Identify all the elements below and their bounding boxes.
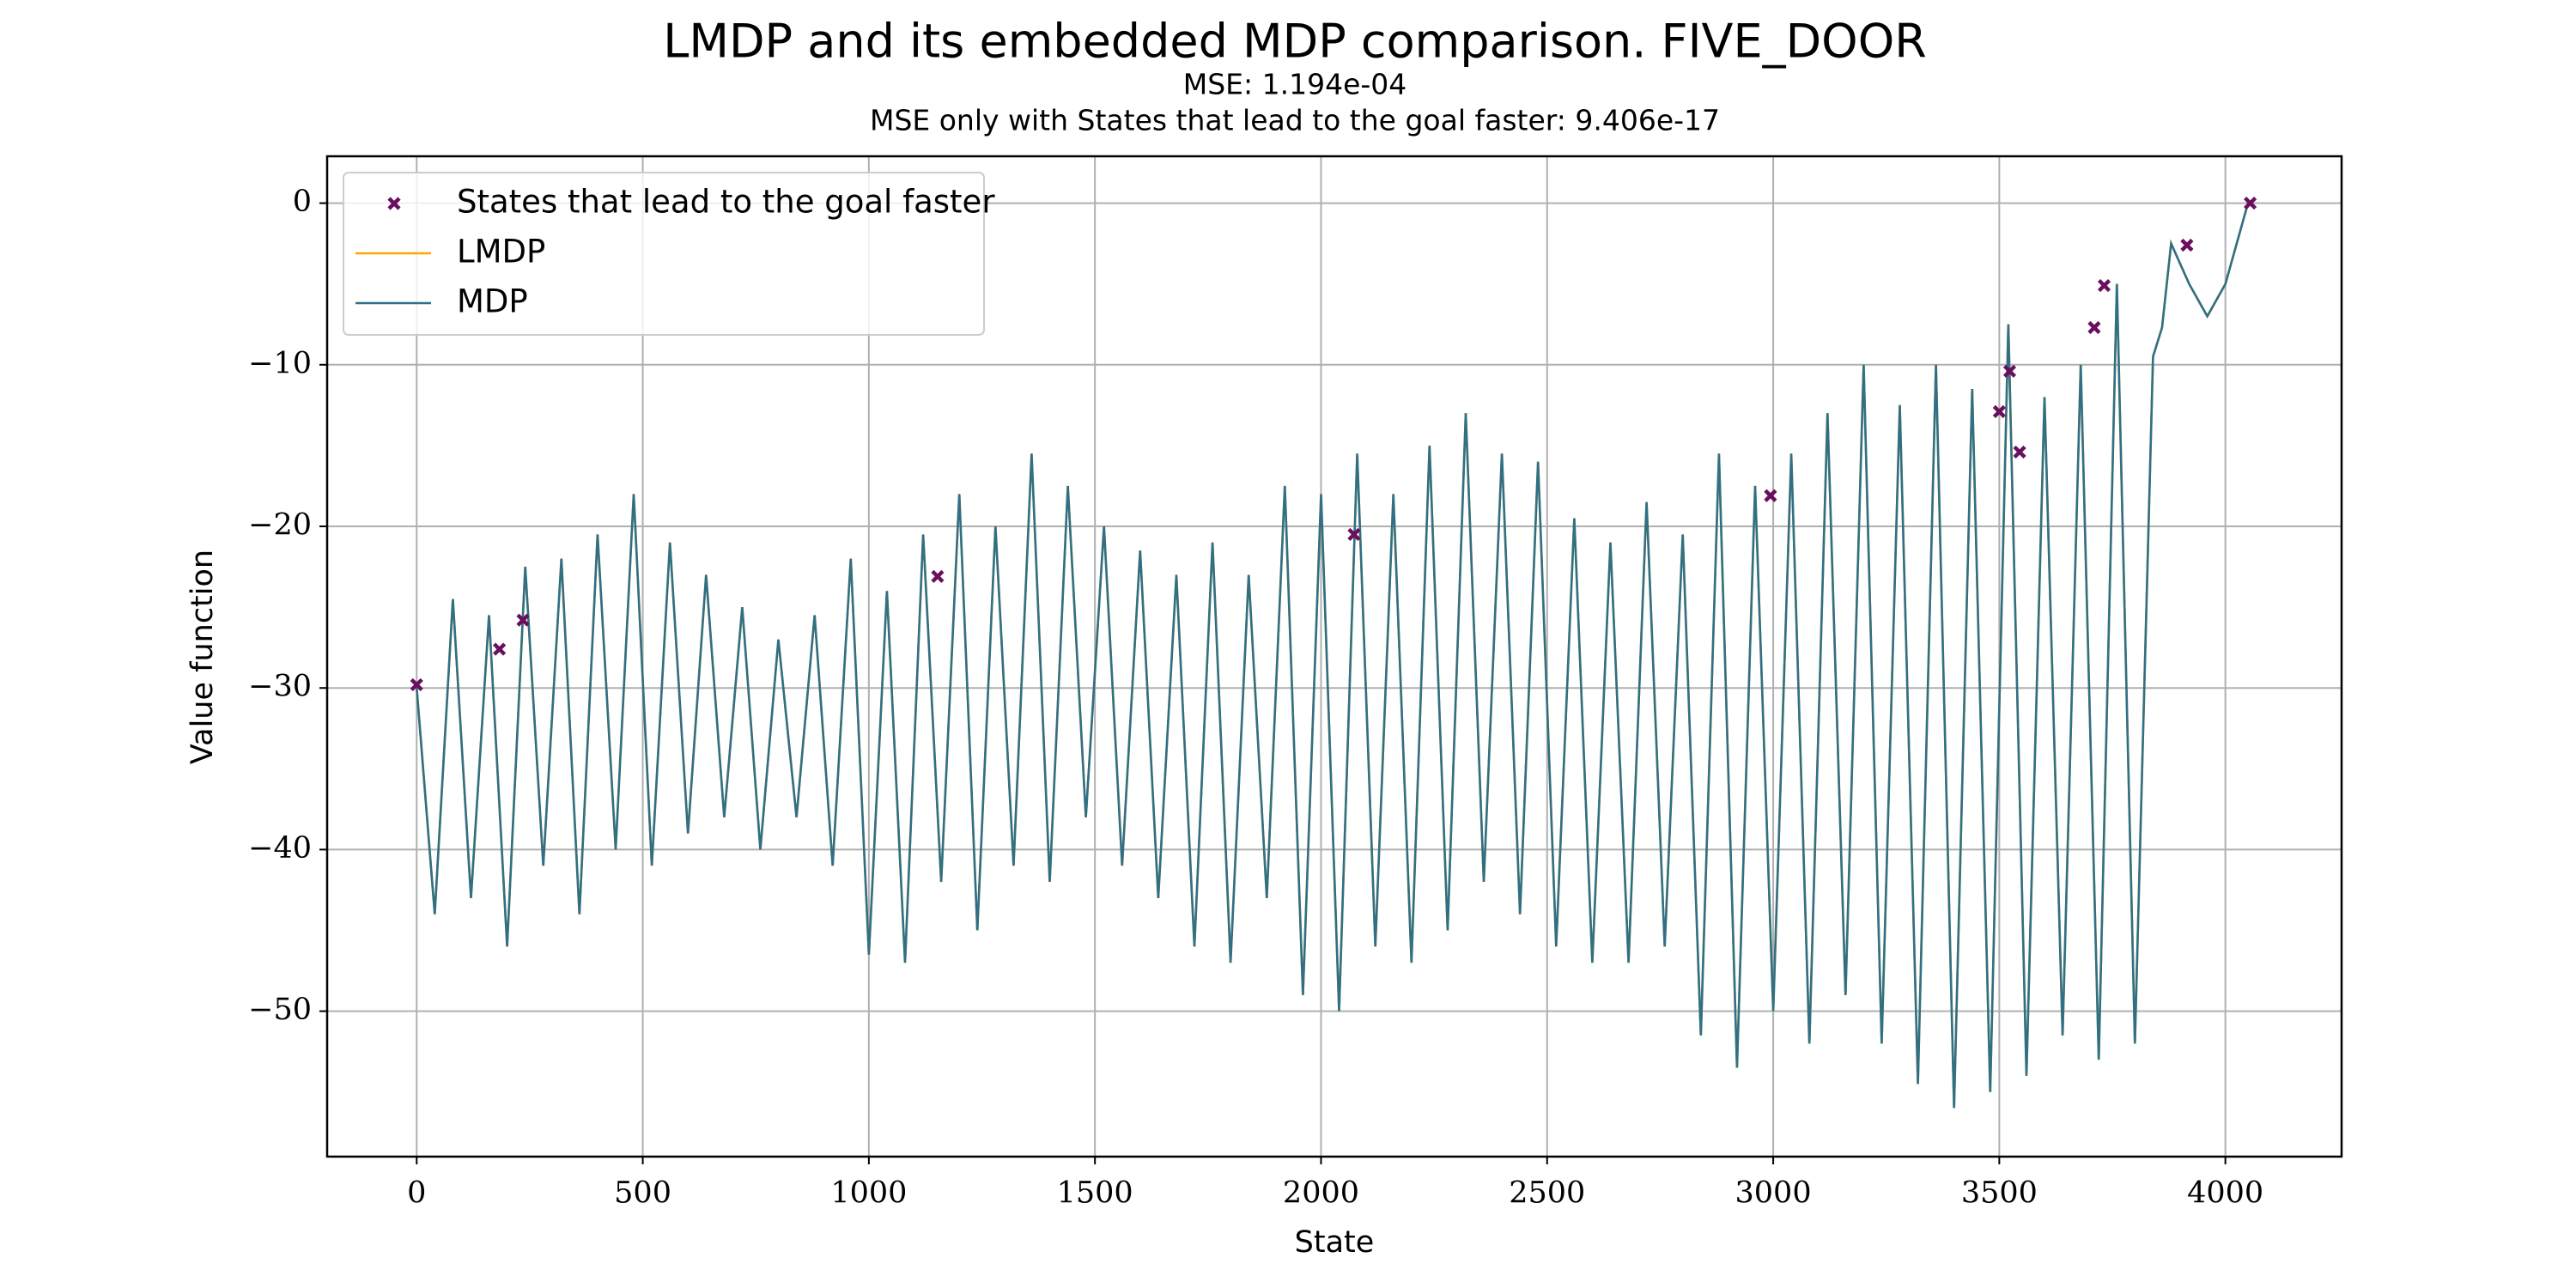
- x-axis-label: State: [1295, 1225, 1375, 1260]
- x-tick-label: 1500: [1057, 1176, 1133, 1211]
- marker: [1992, 404, 2006, 418]
- y-axis-label: Value function: [185, 550, 220, 764]
- marker: [1347, 527, 1361, 541]
- legend-box: [343, 172, 985, 336]
- plot-frame: [325, 155, 2343, 1158]
- x-tick-label: 1000: [830, 1176, 907, 1211]
- marker: [2097, 278, 2111, 293]
- legend-label: MDP: [457, 283, 528, 320]
- y-tick-label: 0: [293, 185, 312, 219]
- marker: [931, 569, 945, 583]
- marker: [493, 642, 507, 656]
- marker: [2180, 238, 2194, 252]
- y-tick-label: −50: [248, 993, 312, 1027]
- x-tick-label: 500: [614, 1176, 671, 1211]
- legend-marker: [387, 197, 401, 210]
- marker: [2002, 364, 2017, 378]
- x-tick-label: 4000: [2187, 1176, 2263, 1211]
- marker: [1764, 489, 1777, 502]
- marker: [2013, 445, 2026, 459]
- marker: [2087, 320, 2101, 335]
- marker: [2244, 196, 2257, 210]
- y-tick-label: −20: [248, 507, 312, 542]
- chart-subtitle: MSE only with States that lead to the go…: [870, 104, 1720, 137]
- y-tick-label: −10: [248, 346, 312, 380]
- y-tick-label: −30: [248, 670, 312, 704]
- series-line: [416, 203, 2250, 1109]
- series-line: [416, 203, 2250, 1109]
- marker: [410, 677, 423, 692]
- chart-subtitle: MSE: 1.194e-04: [1183, 68, 1407, 101]
- x-tick-label: 2500: [1509, 1176, 1585, 1211]
- legend-label: LMDP: [457, 234, 545, 270]
- chart-title: LMDP and its embedded MDP comparison. FI…: [663, 15, 1926, 69]
- x-tick-label: 3500: [1961, 1176, 2038, 1211]
- x-tick-label: 0: [407, 1176, 426, 1211]
- x-tick-label: 3000: [1735, 1176, 1812, 1211]
- x-tick-label: 2000: [1283, 1176, 1359, 1211]
- marker: [516, 613, 530, 627]
- y-tick-label: −40: [248, 831, 312, 866]
- legend-label: States that lead to the goal faster: [457, 184, 995, 221]
- legend: States that lead to the goal faster LMDP M…: [343, 172, 995, 336]
